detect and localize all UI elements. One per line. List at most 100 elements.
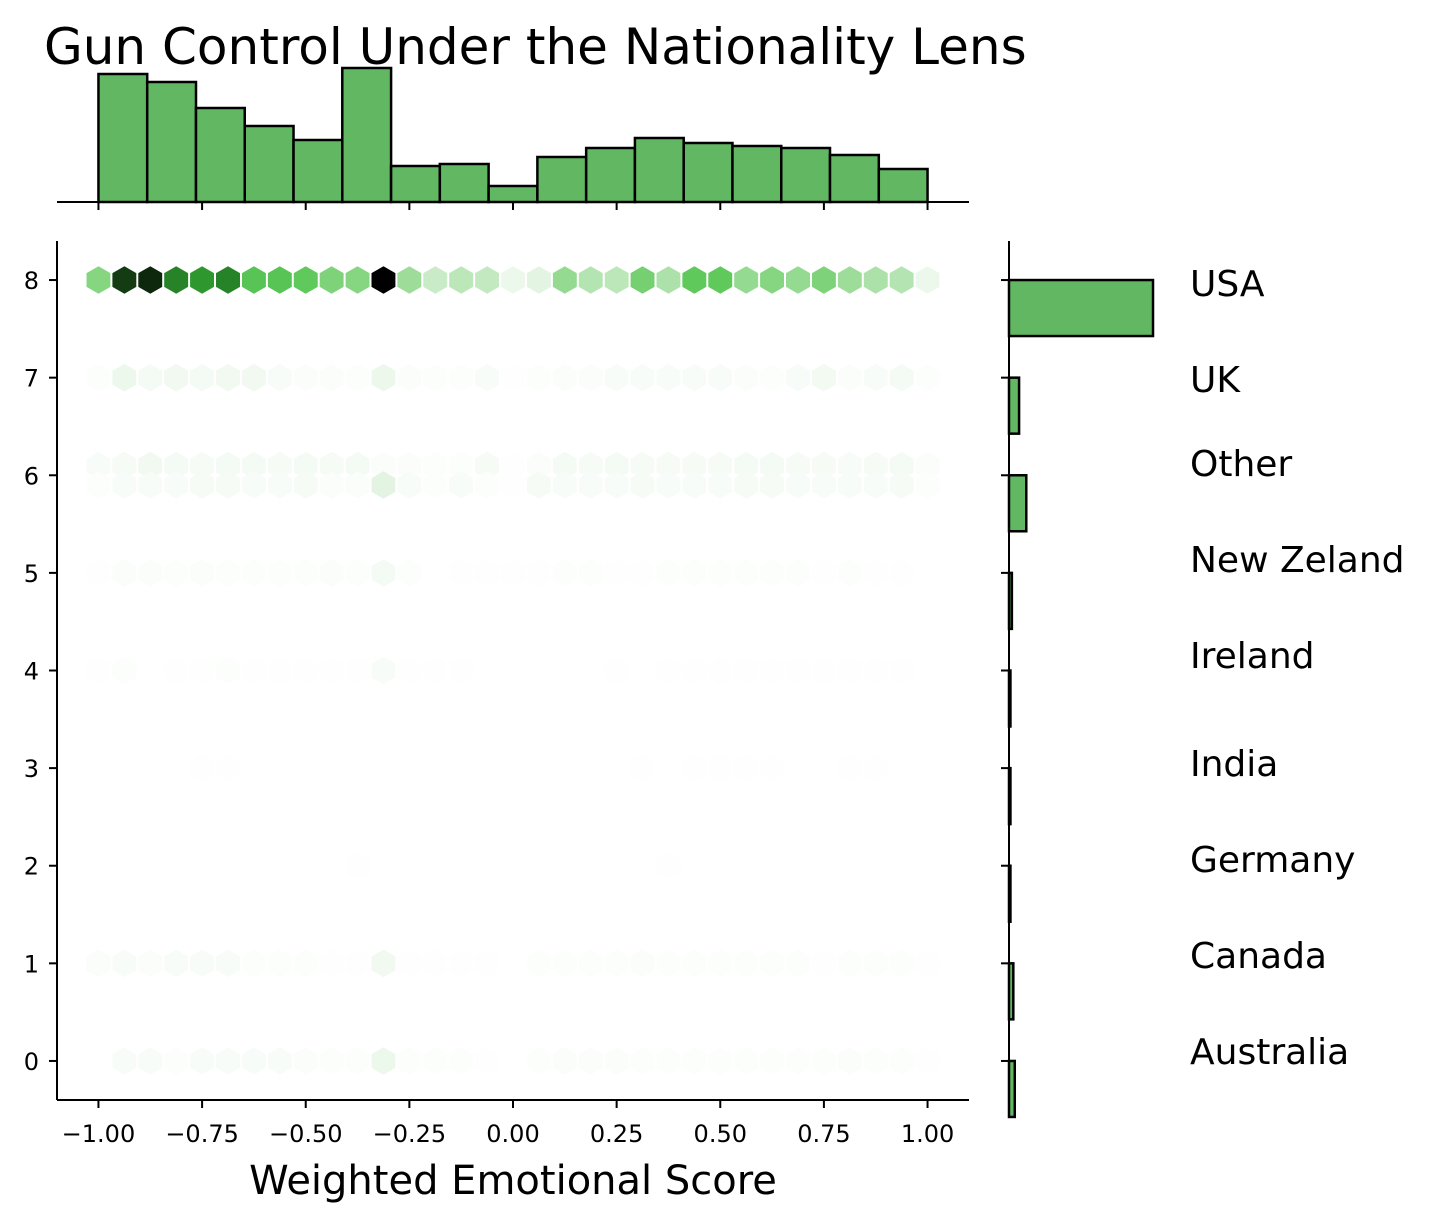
hexbin-cell [786,471,810,499]
hexbin-cell [138,1047,163,1075]
hexbin-cell [837,451,862,480]
hexbin-cell [319,471,344,499]
hexbin-cell [190,1047,214,1075]
hexbin-cell [812,559,836,587]
hexbin-cell [734,949,759,978]
hexbin-cell [190,363,214,392]
hexbin-cell [319,559,344,587]
hexbin-cell [734,471,759,499]
hexbin-cell [319,266,344,294]
hexbin-cell [345,656,370,685]
x-tick-label: 0.00 [486,1120,539,1148]
y-tick-label: 1 [24,950,39,978]
hexbin-cell [501,471,525,499]
hexbin-cell [786,656,810,685]
hexbin-cell [86,471,111,499]
hexbin-cell [242,949,266,978]
hexbin-cell [86,451,111,480]
hexbin-cell [216,559,240,587]
y-marginal-bar [1007,1059,1017,1119]
hexbin-cell [630,471,655,499]
hexbin-cell [863,656,888,685]
hexbin-cell [216,451,240,480]
x-marginal-bar [487,184,539,204]
hexbin-cell [863,754,888,782]
hexbin-cell [449,1047,474,1075]
hexbin-cell [734,559,759,587]
hexbin-cell [889,559,914,587]
hexbin-cell [578,266,603,294]
hexbin-cell [786,451,810,480]
hexbin-cell [682,754,707,782]
hexbin-cell [138,266,163,294]
hexbin-cell [630,559,655,587]
hexbin-cell [164,363,189,392]
hexbin-cell [812,1047,836,1075]
hexbin-cell [86,363,111,392]
hexbin-cell [837,471,862,499]
x-marginal-bar [389,164,442,204]
y-marginal-bar [1007,766,1012,826]
hexbin-cell [138,559,163,587]
hexbin-cell [345,266,370,294]
y-tick-label: 3 [24,755,39,783]
hexbin-cell [164,266,189,294]
hexbin-cell [216,266,240,294]
y-marginal-bar [1007,376,1021,435]
hexbin-cell [656,949,681,978]
x-tick-label: −0.25 [373,1120,447,1148]
hexbin-cell [682,363,707,392]
hexbin-cell [475,266,499,294]
y-marginal-bar [1007,474,1028,533]
hexbin-cell [164,471,189,499]
hexbin-cell [682,1047,707,1075]
x-marginal-bar [633,136,685,204]
hexbin-cell [682,656,707,685]
hexbin-cell [86,266,111,294]
hexbin-cell [345,1047,370,1075]
hexbin-cell [889,1047,914,1075]
x-marginal-bar [536,155,588,204]
hexbin-cell [475,949,499,978]
hexbin-cell [501,559,525,587]
hexbin-cell [190,754,214,782]
country-label: Other [1190,444,1292,485]
hexbin-cell [164,656,189,685]
country-labels: Australia Canada Germany India Ireland New Ze… [1190,264,1405,1073]
hexbin-cell [216,1047,240,1075]
hexbin-cell [267,559,292,587]
hexbin-cell [656,851,681,880]
country-label: India [1190,744,1278,785]
hexbin-cell [604,266,629,294]
x-marginal-bar [828,153,881,204]
hexbin-cell [527,471,551,499]
hexbin-cell [397,1047,422,1075]
hexbin-cell [552,1047,577,1075]
hexbin-cell [423,451,448,480]
country-label: UK [1190,360,1241,401]
hexbin-cell [578,559,603,587]
hexbin-cell [242,471,266,499]
hexbin-cell [656,1047,681,1075]
hexbin-cell [889,471,914,499]
hexbin-cell [552,471,577,499]
hexbin-cell [345,949,370,978]
hexbin-cell [734,656,759,685]
hexbin-cell [837,363,862,392]
hexbin-cell [112,266,137,294]
hexbin-cell [112,656,137,685]
hexbin-cell [760,949,784,978]
y-tick-label: 4 [24,658,39,686]
hexbin-cell [889,266,914,294]
hexbin-cell [501,266,525,294]
hexbin-cell [242,1047,266,1075]
x-marginal-bar [194,106,246,204]
hexbin-cell [527,266,551,294]
y-axis-ticks: 0 1 2 3 4 5 6 7 8 [24,267,57,1076]
hexbin-plot [86,266,940,1075]
hexbin-cell [371,559,396,587]
hexbin-cell [138,451,163,480]
hexbin-cell [786,559,810,587]
hexbin-cell [708,559,733,587]
hexbin-cell [527,1047,551,1075]
